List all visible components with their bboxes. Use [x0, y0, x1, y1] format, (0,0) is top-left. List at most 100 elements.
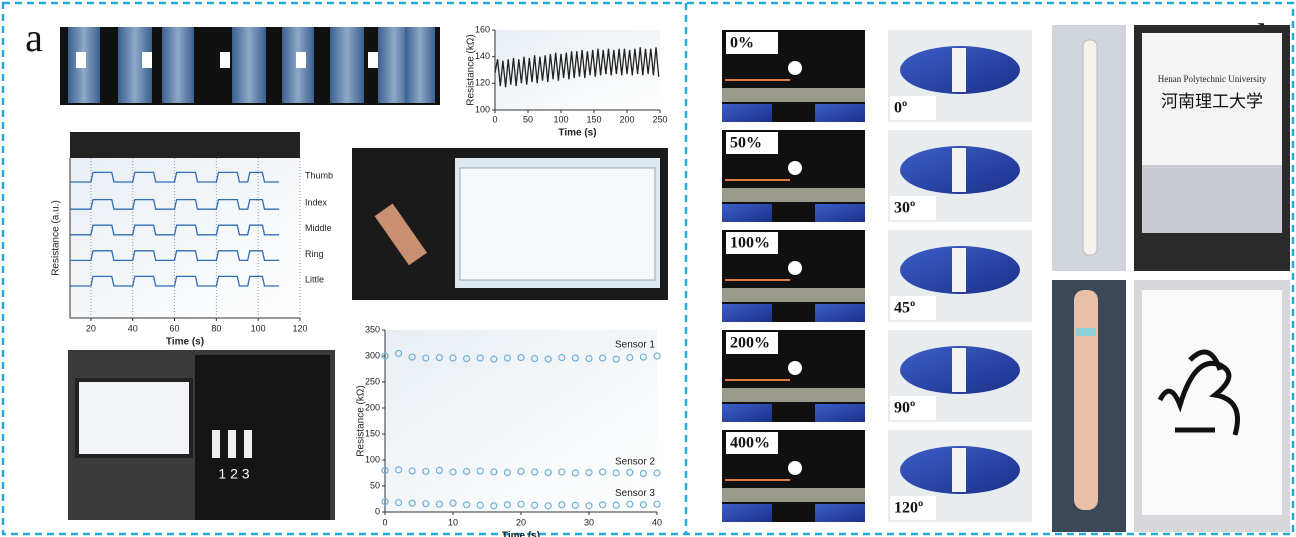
y-tick-label: 150: [365, 428, 380, 438]
x-tick-label: 40: [652, 517, 662, 527]
point: [422, 467, 430, 476]
light: [788, 361, 802, 375]
point: [626, 353, 634, 362]
point: [530, 468, 539, 476]
x-tick-label: 200: [619, 114, 634, 124]
point: [408, 353, 416, 361]
sensor-band: [952, 248, 966, 292]
y-axis-label: Resistance (kΩ): [356, 385, 367, 456]
point: [571, 501, 580, 509]
y-tick-label: 100: [365, 454, 380, 464]
sensor-ring: [1076, 328, 1096, 336]
x-tick-label: 250: [652, 114, 667, 124]
point: [626, 468, 634, 477]
plot-bg: [70, 158, 300, 318]
x-tick-label: 60: [170, 323, 180, 333]
point: [381, 466, 389, 474]
label-bg: [726, 232, 778, 254]
x-tick-label: 0: [382, 517, 387, 527]
point: [598, 468, 607, 476]
point: [517, 467, 525, 476]
point: [503, 468, 511, 477]
x-tick-label: 30: [584, 517, 594, 527]
angle-label: 90º: [894, 400, 915, 417]
line: [494, 47, 660, 88]
point: [612, 355, 620, 363]
point: [517, 353, 525, 362]
series-label: Index: [305, 198, 328, 208]
label-bg: [890, 196, 936, 220]
angle-label: 45º: [894, 300, 915, 317]
light: [788, 261, 802, 275]
sensor-band: [952, 148, 966, 192]
light: [788, 61, 802, 75]
point: [639, 501, 648, 509]
x-tick-label: 20: [86, 323, 96, 333]
tablet-screen: [1142, 290, 1282, 515]
glove: [815, 404, 865, 422]
x-axis-label: Time (s): [166, 337, 204, 348]
point: [639, 353, 648, 361]
x-tick-label: 0: [492, 114, 497, 124]
legs: [68, 27, 435, 103]
y-tick-label: 100: [475, 104, 490, 114]
handwriting: [1157, 349, 1240, 436]
y-tick-label: 120: [475, 78, 490, 88]
y-tick-label: 0: [375, 506, 380, 516]
point: [598, 501, 607, 509]
point: [585, 468, 593, 477]
y-tick-label: 50: [370, 480, 380, 490]
label-bg: [726, 132, 778, 154]
point: [435, 466, 443, 474]
point: [463, 355, 471, 363]
label-bg: [726, 332, 778, 354]
hand: [374, 203, 428, 266]
point: [422, 500, 430, 508]
point: [653, 469, 661, 477]
series-label: Middle: [305, 223, 332, 233]
mannequin-hand: [1074, 290, 1098, 510]
point: [530, 355, 539, 363]
point: [585, 355, 593, 363]
y-tick-label: 250: [365, 376, 380, 386]
vest-numbers: 1 2 3: [218, 466, 249, 482]
strain-label: 400%: [730, 435, 770, 452]
x-tick-label: 10: [448, 517, 458, 527]
point: [463, 467, 471, 476]
sensor-strip: [212, 430, 220, 458]
glove: [815, 104, 865, 122]
glove: [815, 504, 865, 522]
ruler: [722, 388, 865, 402]
x-axis-label: Time (s): [558, 128, 596, 139]
point: [626, 500, 634, 508]
point: [517, 500, 525, 508]
series-label: Thumb: [305, 170, 333, 180]
x-tick-label: 150: [586, 114, 601, 124]
x-tick-label: 100: [553, 114, 568, 124]
point: [598, 354, 607, 362]
line: [70, 275, 280, 287]
point: [476, 467, 484, 475]
point: [571, 354, 580, 362]
label-bg: [726, 32, 778, 54]
point: [381, 352, 389, 360]
point: [395, 466, 403, 474]
point: [653, 352, 661, 360]
glove: [722, 304, 772, 322]
sensor-band: [952, 348, 966, 392]
photo-hands: [70, 132, 300, 158]
glove: [722, 104, 772, 122]
line: [70, 250, 280, 262]
ruler: [722, 288, 865, 302]
glove: [722, 504, 772, 522]
ruler: [722, 488, 865, 502]
point: [612, 501, 620, 509]
ruler: [722, 88, 865, 102]
point: [395, 499, 403, 507]
point: [558, 468, 566, 476]
x-tick-label: 40: [128, 323, 138, 333]
y-axis-label: Resistance (kΩ): [466, 34, 477, 105]
y-axis-label: Resistance (a.u.): [51, 200, 62, 276]
point: [395, 349, 403, 357]
